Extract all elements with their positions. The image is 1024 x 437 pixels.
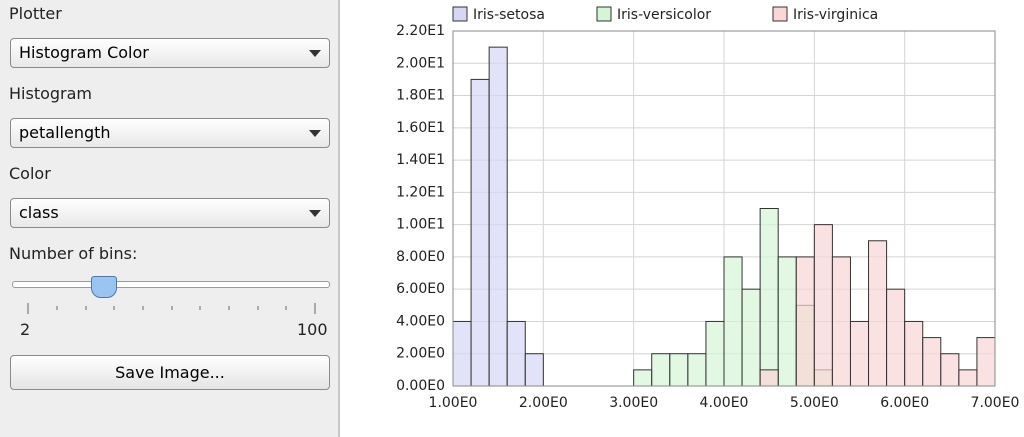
y-tick-label: 0.00E0	[396, 378, 445, 394]
y-tick-label: 2.00E0	[396, 346, 445, 362]
histogram-bar	[831, 256, 851, 387]
histogram-bar	[976, 337, 996, 387]
y-tick-label: 1.80E1	[396, 88, 445, 104]
legend-label: Iris-virginica	[793, 7, 878, 23]
histogram-bar	[922, 337, 942, 387]
y-tick-label: 2.20E1	[396, 23, 445, 39]
histogram-bar	[741, 288, 761, 387]
histogram-bar	[958, 369, 978, 387]
legend-swatch	[452, 6, 468, 22]
histogram-bar	[759, 208, 779, 387]
histogram-bar	[470, 78, 490, 387]
slider-thumb[interactable]	[91, 276, 117, 298]
histogram-bar	[524, 353, 544, 387]
x-tick-label: 6.00E0	[880, 395, 929, 411]
x-tick-label: 2.00E0	[519, 395, 568, 411]
y-tick-label: 4.00E0	[396, 313, 445, 329]
legend-swatch	[596, 6, 612, 22]
legend-swatch	[772, 6, 788, 22]
x-tick-label: 1.00E0	[429, 395, 478, 411]
legend-label: Iris-setosa	[473, 7, 545, 23]
histogram-bar	[506, 320, 526, 387]
bins-label: Number of bins:	[9, 244, 138, 263]
plotter-label: Plotter	[9, 4, 62, 23]
histogram-bar	[759, 369, 779, 387]
x-tick-label: 3.00E0	[609, 395, 658, 411]
y-tick-label: 1.40E1	[396, 152, 445, 168]
histogram-bar	[813, 224, 833, 387]
y-tick-label: 1.20E1	[396, 184, 445, 200]
x-tick-label: 5.00E0	[790, 395, 839, 411]
x-tick-label: 7.00E0	[971, 395, 1020, 411]
histogram-bar	[904, 320, 924, 387]
y-tick-label: 8.00E0	[396, 249, 445, 265]
settings-panel: Plotter Histogram Color Histogram petall…	[0, 0, 340, 437]
color-label: Color	[9, 164, 51, 183]
histogram-bar	[723, 256, 743, 387]
histogram-bar	[940, 353, 960, 387]
histogram-bar	[705, 320, 725, 387]
histogram-bar	[452, 320, 472, 387]
save-image-button[interactable]: Save Image...	[10, 355, 330, 390]
slider-ticks	[27, 303, 316, 314]
y-tick-label: 1.00E1	[396, 217, 445, 233]
histogram-bar	[687, 353, 707, 387]
y-tick-label: 2.00E1	[396, 55, 445, 71]
y-tick-label: 6.00E0	[396, 281, 445, 297]
histogram-bar	[488, 46, 508, 387]
histogram-dropdown[interactable]: petallength	[10, 118, 330, 148]
color-dropdown[interactable]: class	[10, 198, 330, 228]
slider-min: 2	[20, 320, 31, 339]
histogram-bar	[795, 256, 815, 387]
histogram-label: Histogram	[9, 84, 92, 103]
histogram-bar	[868, 240, 888, 387]
legend-label: Iris-versicolor	[617, 7, 711, 23]
histogram-bar	[651, 353, 671, 387]
histogram-bar	[886, 288, 906, 387]
histogram-bar	[633, 369, 653, 387]
slider-max: 100	[297, 320, 328, 339]
slider-track[interactable]	[12, 281, 330, 288]
plot-frame	[452, 30, 996, 387]
histogram-bar	[777, 256, 797, 387]
histogram-bar	[849, 320, 870, 387]
y-tick-label: 1.60E1	[396, 120, 445, 136]
histogram-bar	[669, 353, 689, 387]
plotter-dropdown[interactable]: Histogram Color	[10, 38, 330, 68]
x-tick-label: 4.00E0	[700, 395, 749, 411]
